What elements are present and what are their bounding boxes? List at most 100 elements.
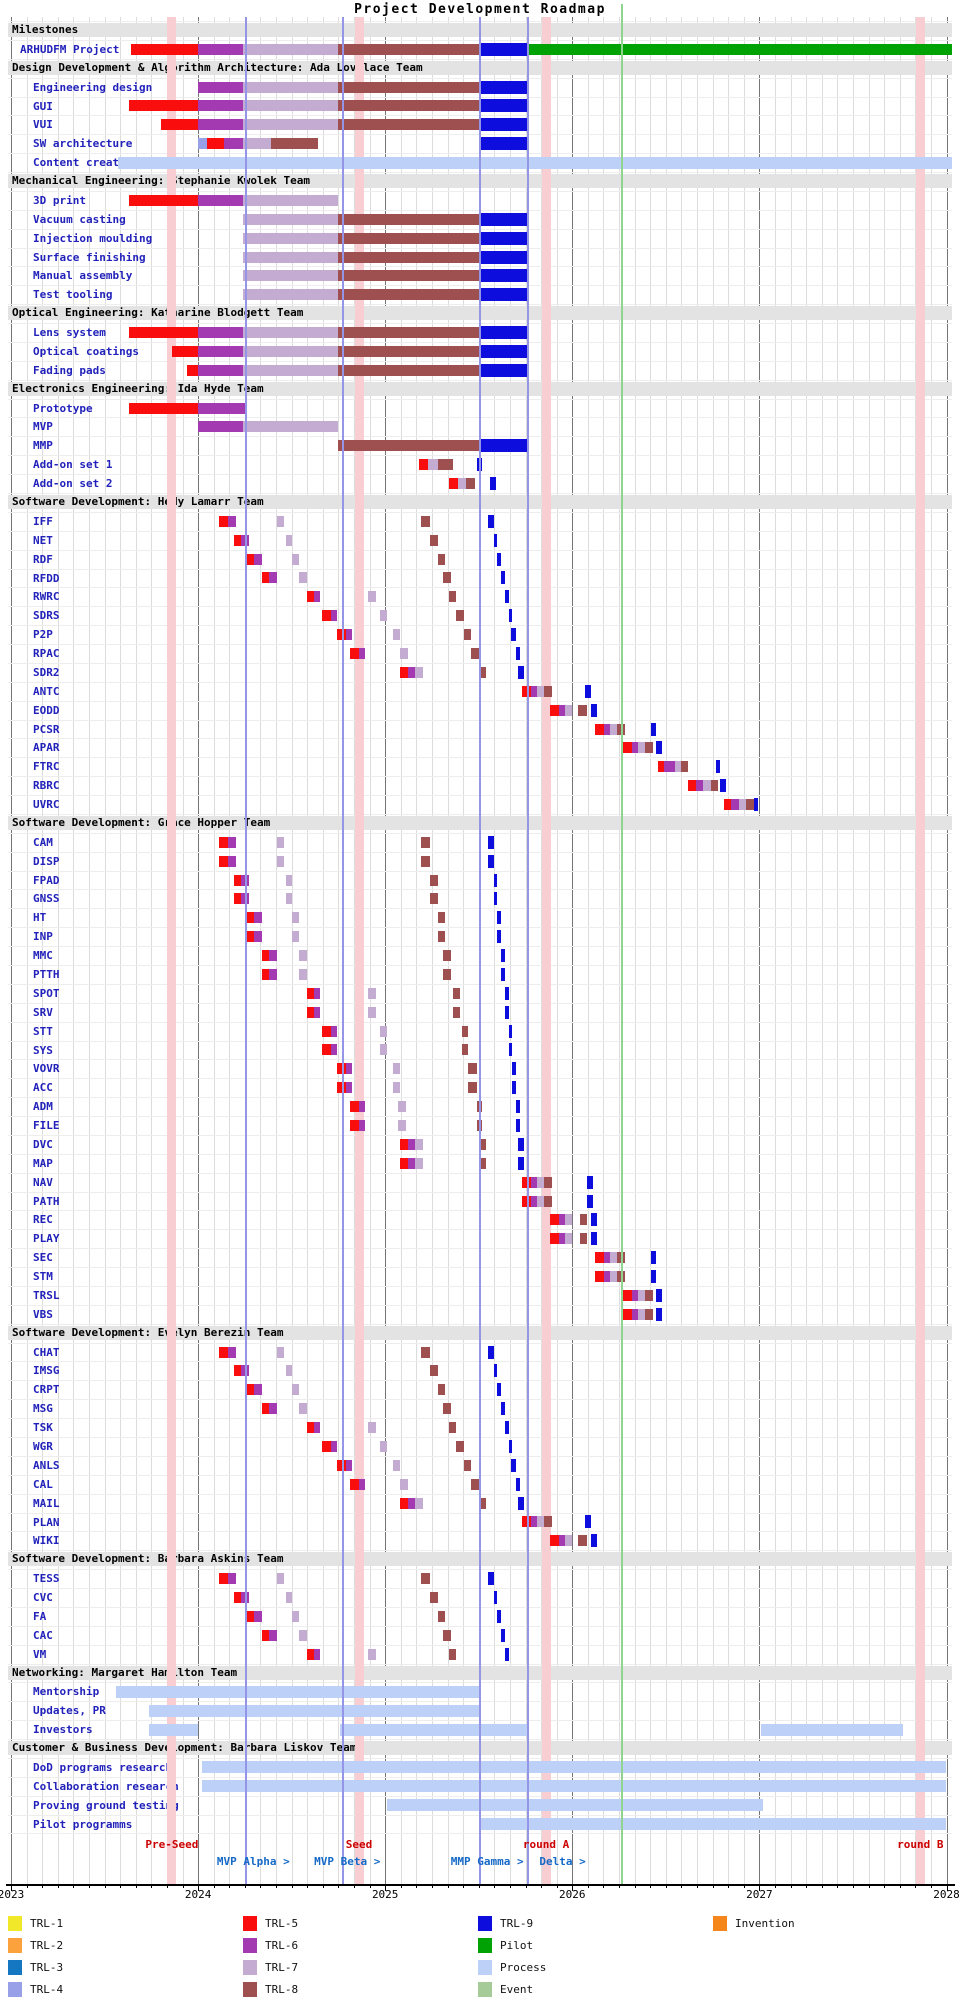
gantt-bar-TRL-8 bbox=[430, 874, 438, 886]
gantt-bar-TRL-6 bbox=[345, 629, 352, 641]
legend-label: TRL-8 bbox=[265, 1983, 299, 1996]
legend-label: Process bbox=[500, 1961, 547, 1974]
task-label: CRPT bbox=[33, 1383, 60, 1397]
axis-tick bbox=[322, 1884, 324, 1888]
gantt-bar-TRL-6 bbox=[254, 553, 262, 565]
task-label: CAM bbox=[33, 835, 53, 849]
axis-tick bbox=[120, 1884, 122, 1888]
gantt-bar-TRL-9 bbox=[512, 1081, 517, 1095]
gantt-bar-TRL-5 bbox=[321, 610, 331, 622]
gantt-bar-TRL-5 bbox=[622, 742, 633, 754]
gantt-bar-TRL-9 bbox=[508, 609, 513, 623]
task-label: ARHUDFM Project bbox=[20, 42, 120, 56]
gantt-bar-TRL-6 bbox=[695, 780, 704, 792]
gantt-bar-TRL-6 bbox=[407, 1497, 416, 1509]
gantt-bar-TRL-5 bbox=[549, 1233, 560, 1245]
gantt-bar-TRL-7 bbox=[243, 289, 339, 301]
gantt-bar-TRL-8 bbox=[465, 478, 475, 490]
gantt-bar-TRL-7 bbox=[276, 515, 285, 527]
task-label: FILE bbox=[33, 1119, 60, 1133]
axis-tick bbox=[478, 1884, 480, 1888]
gridline-year bbox=[572, 17, 574, 1884]
task-label: DISP bbox=[33, 854, 60, 868]
gantt-bar-TRL-8 bbox=[452, 987, 461, 999]
gantt-bar-TRL-7 bbox=[415, 1497, 423, 1509]
axis-tick bbox=[509, 1884, 511, 1888]
gantt-bar-TRL-6 bbox=[241, 1591, 249, 1603]
gantt-bar-TRL-7 bbox=[368, 1006, 376, 1018]
gantt-bar-TRL-5 bbox=[171, 345, 199, 357]
gantt-bar-TRL-6 bbox=[254, 912, 262, 924]
gridline-month bbox=[525, 17, 527, 1884]
task-label: Lens system bbox=[33, 326, 106, 340]
task-label: CAL bbox=[33, 1477, 53, 1491]
axis-tick bbox=[930, 1884, 932, 1888]
task-label: MSG bbox=[33, 1402, 53, 1416]
gantt-bar-TRL-8 bbox=[467, 1063, 477, 1075]
axis-tick bbox=[774, 1884, 776, 1888]
gantt-bar-TRL-9 bbox=[585, 684, 591, 698]
task-label: FA bbox=[33, 1609, 47, 1623]
gantt-bar-TRL-6 bbox=[198, 345, 243, 357]
gantt-bar-TRL-9 bbox=[504, 1647, 509, 1661]
gantt-bar-TRL-7 bbox=[637, 742, 646, 754]
gantt-bar-Process bbox=[201, 1761, 947, 1774]
gantt-bar-TRL-9 bbox=[488, 835, 494, 849]
gantt-bar-TRL-8 bbox=[420, 515, 431, 527]
gantt-bar-TRL-6 bbox=[559, 1214, 565, 1226]
gantt-bar-TRL-6 bbox=[228, 855, 236, 867]
gantt-bar-TRL-8 bbox=[579, 1214, 588, 1226]
legend-label: TRL-7 bbox=[265, 1961, 299, 1974]
axis-tick bbox=[447, 1884, 449, 1888]
gantt-bar-TRL-6 bbox=[198, 119, 243, 131]
gridline-month bbox=[743, 17, 745, 1884]
task-label: STT bbox=[33, 1024, 53, 1038]
gantt-bar-TRL-5 bbox=[233, 893, 242, 905]
axis-tick bbox=[494, 1884, 496, 1888]
gantt-bar-TRL-6 bbox=[359, 1478, 365, 1490]
gantt-bar-TRL-5 bbox=[521, 1176, 532, 1188]
gantt-bar-TRL-6 bbox=[604, 723, 610, 735]
x-axis-line bbox=[6, 1884, 955, 1886]
task-label: Fading pads bbox=[33, 363, 106, 377]
gantt-bar-TRL-5 bbox=[723, 799, 732, 811]
task-label: REC bbox=[33, 1213, 53, 1227]
gantt-bar-TRL-5 bbox=[594, 1252, 605, 1264]
gantt-bar-TRL-6 bbox=[228, 1573, 236, 1585]
gantt-bar-TRL-6 bbox=[228, 515, 236, 527]
gantt-bar-TRL-7 bbox=[291, 1610, 300, 1622]
gantt-bar-TRL-5 bbox=[261, 950, 270, 962]
legend-label: TRL-1 bbox=[30, 1917, 64, 1930]
gantt-bar-TRL-9 bbox=[587, 1194, 593, 1208]
gantt-bar-TRL-5 bbox=[261, 1629, 270, 1641]
gridline-month bbox=[806, 17, 808, 1884]
axis-tick bbox=[587, 1884, 589, 1888]
gantt-bar-TRL-8 bbox=[645, 1289, 653, 1301]
legend-label: Invention bbox=[735, 1917, 795, 1930]
gridline-month bbox=[681, 17, 683, 1884]
gantt-bar-TRL-7 bbox=[243, 327, 339, 339]
task-label: STM bbox=[33, 1270, 53, 1284]
task-label: UVRC bbox=[33, 798, 60, 812]
gantt-bar-TRL-5 bbox=[233, 534, 242, 546]
gantt-bar-TRL-9 bbox=[650, 1270, 657, 1284]
gantt-bar-TRL-7 bbox=[564, 1233, 573, 1245]
gantt-bar-TRL-9 bbox=[650, 722, 657, 736]
legend-swatch-Pilot bbox=[478, 1938, 492, 1953]
gridline-month bbox=[634, 17, 636, 1884]
gantt-bar-TRL-5 bbox=[448, 478, 459, 490]
gantt-bar-TRL-6 bbox=[198, 364, 243, 376]
gantt-bar-TRL-9 bbox=[510, 628, 517, 642]
legend-label: TRL-6 bbox=[265, 1939, 299, 1952]
gantt-bar-TRL-8 bbox=[448, 591, 457, 603]
legend-label: TRL-2 bbox=[30, 1939, 64, 1952]
task-label: Updates, PR bbox=[33, 1704, 106, 1718]
gantt-bar-TRL-8 bbox=[420, 1573, 431, 1585]
gantt-bar-TRL-7 bbox=[675, 761, 681, 773]
section-header-label: Milestones bbox=[12, 23, 79, 36]
year-tick-label: 2025 bbox=[371, 1888, 399, 1901]
gantt-bar-TRL-8 bbox=[461, 1025, 468, 1037]
gantt-bar-Pilot bbox=[527, 43, 953, 55]
gantt-bar-TRL-6 bbox=[254, 1384, 262, 1396]
gridline-month bbox=[650, 17, 652, 1884]
